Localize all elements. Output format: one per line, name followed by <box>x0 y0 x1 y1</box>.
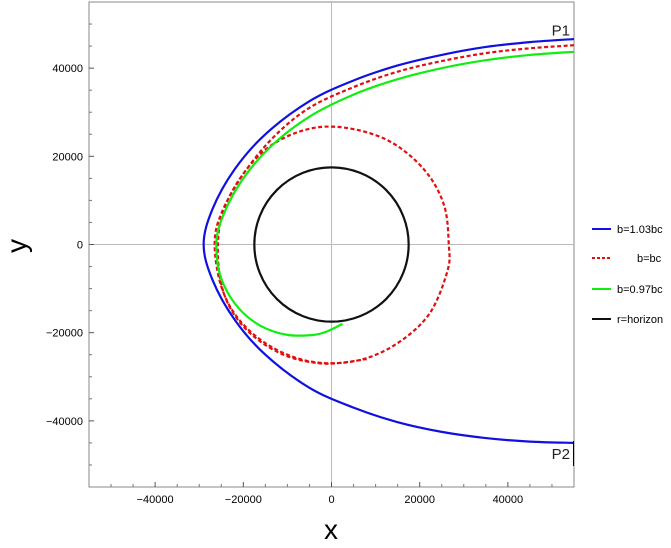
legend: b=1.03bc b=bc b=0.97bc r=horizon <box>592 224 663 326</box>
annotations: P1 P2 <box>552 23 574 466</box>
x-tick-label: 40000 <box>493 494 524 506</box>
y-tick-label: 40000 <box>52 63 83 75</box>
series-line-b-0-97bc <box>215 50 574 337</box>
series-layer <box>202 37 574 445</box>
legend-label-r-horizon: r=horizon <box>617 314 663 326</box>
x-axis-title: x <box>324 514 338 545</box>
x-tick-label: 20000 <box>404 494 435 506</box>
tick-marks <box>89 23 553 487</box>
annotation-label: P1 <box>552 23 570 40</box>
y-tick-label: −40000 <box>46 416 83 428</box>
x-tick-label: −20000 <box>225 494 262 506</box>
legend-label-b-0-97bc: b=0.97bc <box>617 284 663 296</box>
y-tick-label: 0 <box>77 240 83 252</box>
tick-labels: −40000 −20000 0 20000 40000 −40000 −20000 0 2000… <box>46 63 523 506</box>
x-tick-label: 0 <box>328 494 334 506</box>
series-line-b-bc <box>213 44 574 365</box>
series-line-b-1-03bc <box>202 37 574 445</box>
y-tick-label: −20000 <box>46 328 83 340</box>
origin-axes <box>89 2 574 487</box>
x-tick-label: −40000 <box>137 494 174 506</box>
annotation-label: P2 <box>552 446 570 463</box>
legend-label-b-1-03bc: b=1.03bc <box>617 224 663 236</box>
legend-label-b-bc: b=bc <box>637 253 662 265</box>
y-tick-label: 20000 <box>52 151 83 163</box>
y-axis-title: y <box>1 239 32 253</box>
series-line-r-horizon <box>253 166 410 323</box>
